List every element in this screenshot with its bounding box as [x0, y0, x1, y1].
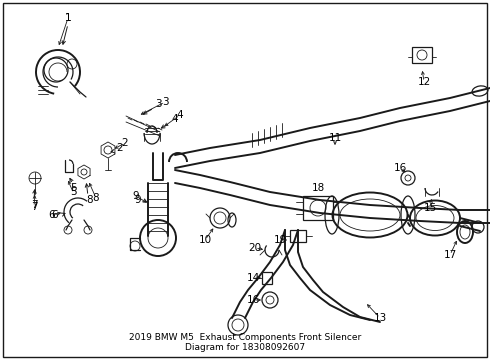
Text: 2: 2 — [117, 143, 123, 153]
Text: 16: 16 — [393, 163, 407, 173]
Text: 2: 2 — [122, 138, 128, 148]
Text: 9: 9 — [135, 195, 141, 205]
Text: 13: 13 — [373, 313, 387, 323]
Text: 17: 17 — [443, 250, 457, 260]
Bar — [303, 196, 333, 220]
Text: 19: 19 — [273, 235, 287, 245]
Text: 4: 4 — [177, 110, 183, 120]
Text: 5: 5 — [70, 183, 76, 193]
Text: 14: 14 — [246, 273, 260, 283]
Text: 3: 3 — [162, 97, 168, 107]
Text: Diagram for 18308092607: Diagram for 18308092607 — [185, 343, 305, 352]
Text: 11: 11 — [328, 133, 342, 143]
Bar — [262, 272, 272, 284]
Text: 2019 BMW M5  Exhaust Components Front Silencer: 2019 BMW M5 Exhaust Components Front Sil… — [129, 333, 361, 342]
Bar — [412, 47, 432, 63]
Text: 4: 4 — [172, 114, 178, 124]
Text: 9: 9 — [133, 191, 139, 201]
Text: 5: 5 — [70, 187, 76, 197]
Bar — [290, 230, 306, 242]
Text: 6: 6 — [49, 210, 55, 220]
Text: 3: 3 — [155, 99, 161, 109]
Text: 7: 7 — [31, 200, 37, 210]
Text: 1: 1 — [65, 13, 72, 23]
Text: 8: 8 — [87, 195, 93, 205]
Text: 8: 8 — [93, 193, 99, 203]
Text: 12: 12 — [417, 77, 431, 87]
Text: 10: 10 — [198, 235, 212, 245]
Text: 1: 1 — [65, 13, 72, 23]
Text: 20: 20 — [248, 243, 262, 253]
Text: 18: 18 — [311, 183, 324, 193]
Text: 16: 16 — [246, 295, 260, 305]
Text: 6: 6 — [51, 210, 58, 220]
Text: 7: 7 — [31, 202, 37, 212]
Text: 15: 15 — [423, 203, 437, 213]
